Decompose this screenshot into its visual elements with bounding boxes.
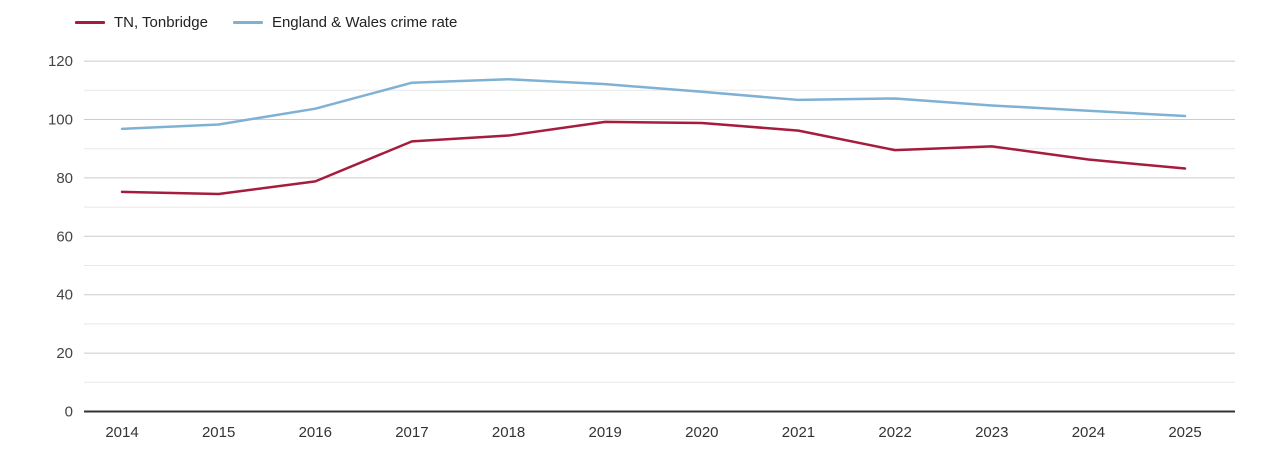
y-axis-tick-label: 20: [56, 345, 73, 362]
x-axis-tick-label: 2019: [589, 424, 622, 441]
series-line-tn-tonbridge: [120, 120, 1187, 196]
y-axis-tick-label: 120: [48, 53, 73, 70]
x-axis-tick-label: 2015: [202, 424, 235, 441]
legend-item-england-wales: England & Wales crime rate: [232, 14, 458, 31]
legend-item-tn-tonbridge: TN, Tonbridge: [75, 14, 208, 31]
series-line-england-wales-crime-rate: [120, 77, 1187, 131]
line-swatch-icon: [232, 21, 263, 24]
x-axis-tick-label: 2024: [1072, 424, 1105, 441]
y-axis-tick-label: 80: [56, 170, 73, 187]
legend-label: TN, Tonbridge: [114, 14, 208, 31]
x-axis-tick-label: 2023: [975, 424, 1008, 441]
x-axis-tick-label: 2016: [299, 424, 332, 441]
chart-legend: TN, Tonbridge England & Wales crime rate: [75, 14, 457, 31]
x-axis-tick-label: 2021: [782, 424, 815, 441]
x-axis-tick-label: 2014: [105, 424, 138, 441]
y-axis-tick-label: 100: [48, 112, 73, 129]
y-axis-tick-label: 40: [56, 287, 73, 304]
x-axis-tick-label: 2017: [395, 424, 428, 441]
x-axis-tick-label: 2025: [1168, 424, 1201, 441]
y-axis-tick-label: 0: [65, 404, 73, 421]
line-swatch-icon: [75, 21, 105, 24]
x-axis-tick-label: 2020: [685, 424, 718, 441]
legend-label: England & Wales crime rate: [271, 14, 458, 31]
y-axis-tick-label: 60: [56, 228, 73, 245]
x-axis-tick-label: 2018: [492, 424, 525, 441]
x-axis-tick-label: 2022: [878, 424, 911, 441]
